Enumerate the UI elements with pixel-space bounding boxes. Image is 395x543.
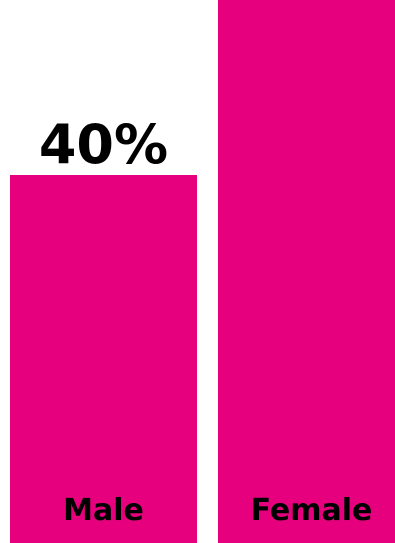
- value-label-male: 40%: [39, 113, 168, 176]
- bar-male: [10, 175, 197, 543]
- category-label-female: Female: [251, 493, 373, 528]
- bar-female: [218, 0, 395, 543]
- category-label-male: Male: [63, 493, 144, 528]
